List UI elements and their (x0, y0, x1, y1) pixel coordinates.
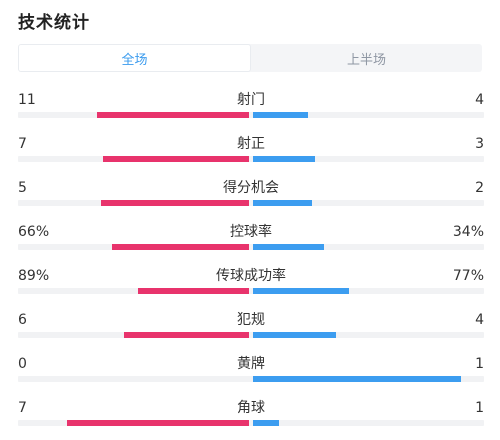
home-value: 6 (18, 312, 27, 328)
stat-label: 射门 (237, 92, 265, 108)
stat-row: 89% 传球成功率 77% (18, 260, 484, 304)
away-value: 4 (475, 92, 484, 108)
stat-row: 11 射门 4 (18, 84, 484, 128)
away-bar (253, 332, 337, 338)
stat-label: 控球率 (230, 224, 272, 240)
stat-row: 0 黄牌 1 (18, 348, 484, 392)
stat-bar-track (18, 112, 484, 118)
home-bar (67, 420, 249, 426)
home-bar (137, 288, 249, 294)
away-value: 2 (475, 180, 484, 196)
home-bar (111, 244, 249, 250)
away-value: 77% (452, 268, 484, 284)
away-value: 3 (475, 136, 484, 152)
stat-row: 5 得分机会 2 (18, 172, 484, 216)
away-bar (253, 200, 313, 206)
stats-list: 11 射门 4 7 射正 3 5 得分机会 2 66% 控球率 34% 89% 传球成功率 77% 6 犯规 4 0… (18, 84, 484, 436)
home-value: 7 (18, 400, 27, 416)
away-value: 4 (475, 312, 484, 328)
stat-label: 传球成功率 (216, 268, 286, 284)
stat-bar-track (18, 200, 484, 206)
home-value: 89% (18, 268, 50, 284)
away-bar (253, 112, 309, 118)
tab-first-half[interactable]: 上半场 (346, 52, 386, 68)
away-value: 1 (475, 356, 484, 372)
stat-bar-track (18, 156, 484, 162)
away-bar (253, 420, 279, 426)
away-bar (253, 244, 324, 250)
away-bar (253, 288, 350, 294)
stat-bar-track (18, 288, 484, 294)
home-value: 66% (18, 224, 50, 240)
home-bar (96, 112, 249, 118)
stat-bar-track (18, 376, 484, 382)
stat-label: 射正 (237, 136, 265, 152)
home-bar (100, 200, 249, 206)
stat-label: 角球 (237, 400, 265, 416)
stat-label: 犯规 (237, 312, 265, 328)
stat-bar-track (18, 244, 484, 250)
away-bar (253, 156, 316, 162)
home-value: 7 (18, 136, 27, 152)
home-value: 11 (18, 92, 36, 108)
stat-row: 7 角球 1 (18, 392, 484, 436)
stat-bar-track (18, 332, 484, 338)
stat-label: 黄牌 (237, 356, 265, 372)
tab-full-match[interactable]: 全场 (18, 44, 251, 72)
home-value: 0 (18, 356, 27, 372)
home-bar (103, 156, 249, 162)
period-tabs: 全场 上半场 (18, 44, 482, 72)
stat-row: 66% 控球率 34% (18, 216, 484, 260)
page-title: 技术统计 (18, 13, 90, 33)
home-value: 5 (18, 180, 27, 196)
home-bar (124, 332, 249, 338)
away-value: 1 (475, 400, 484, 416)
stat-row: 7 射正 3 (18, 128, 484, 172)
stat-bar-track (18, 420, 484, 426)
stat-row: 6 犯规 4 (18, 304, 484, 348)
stat-label: 得分机会 (223, 180, 279, 196)
away-value: 34% (452, 224, 484, 240)
away-bar (253, 376, 461, 382)
